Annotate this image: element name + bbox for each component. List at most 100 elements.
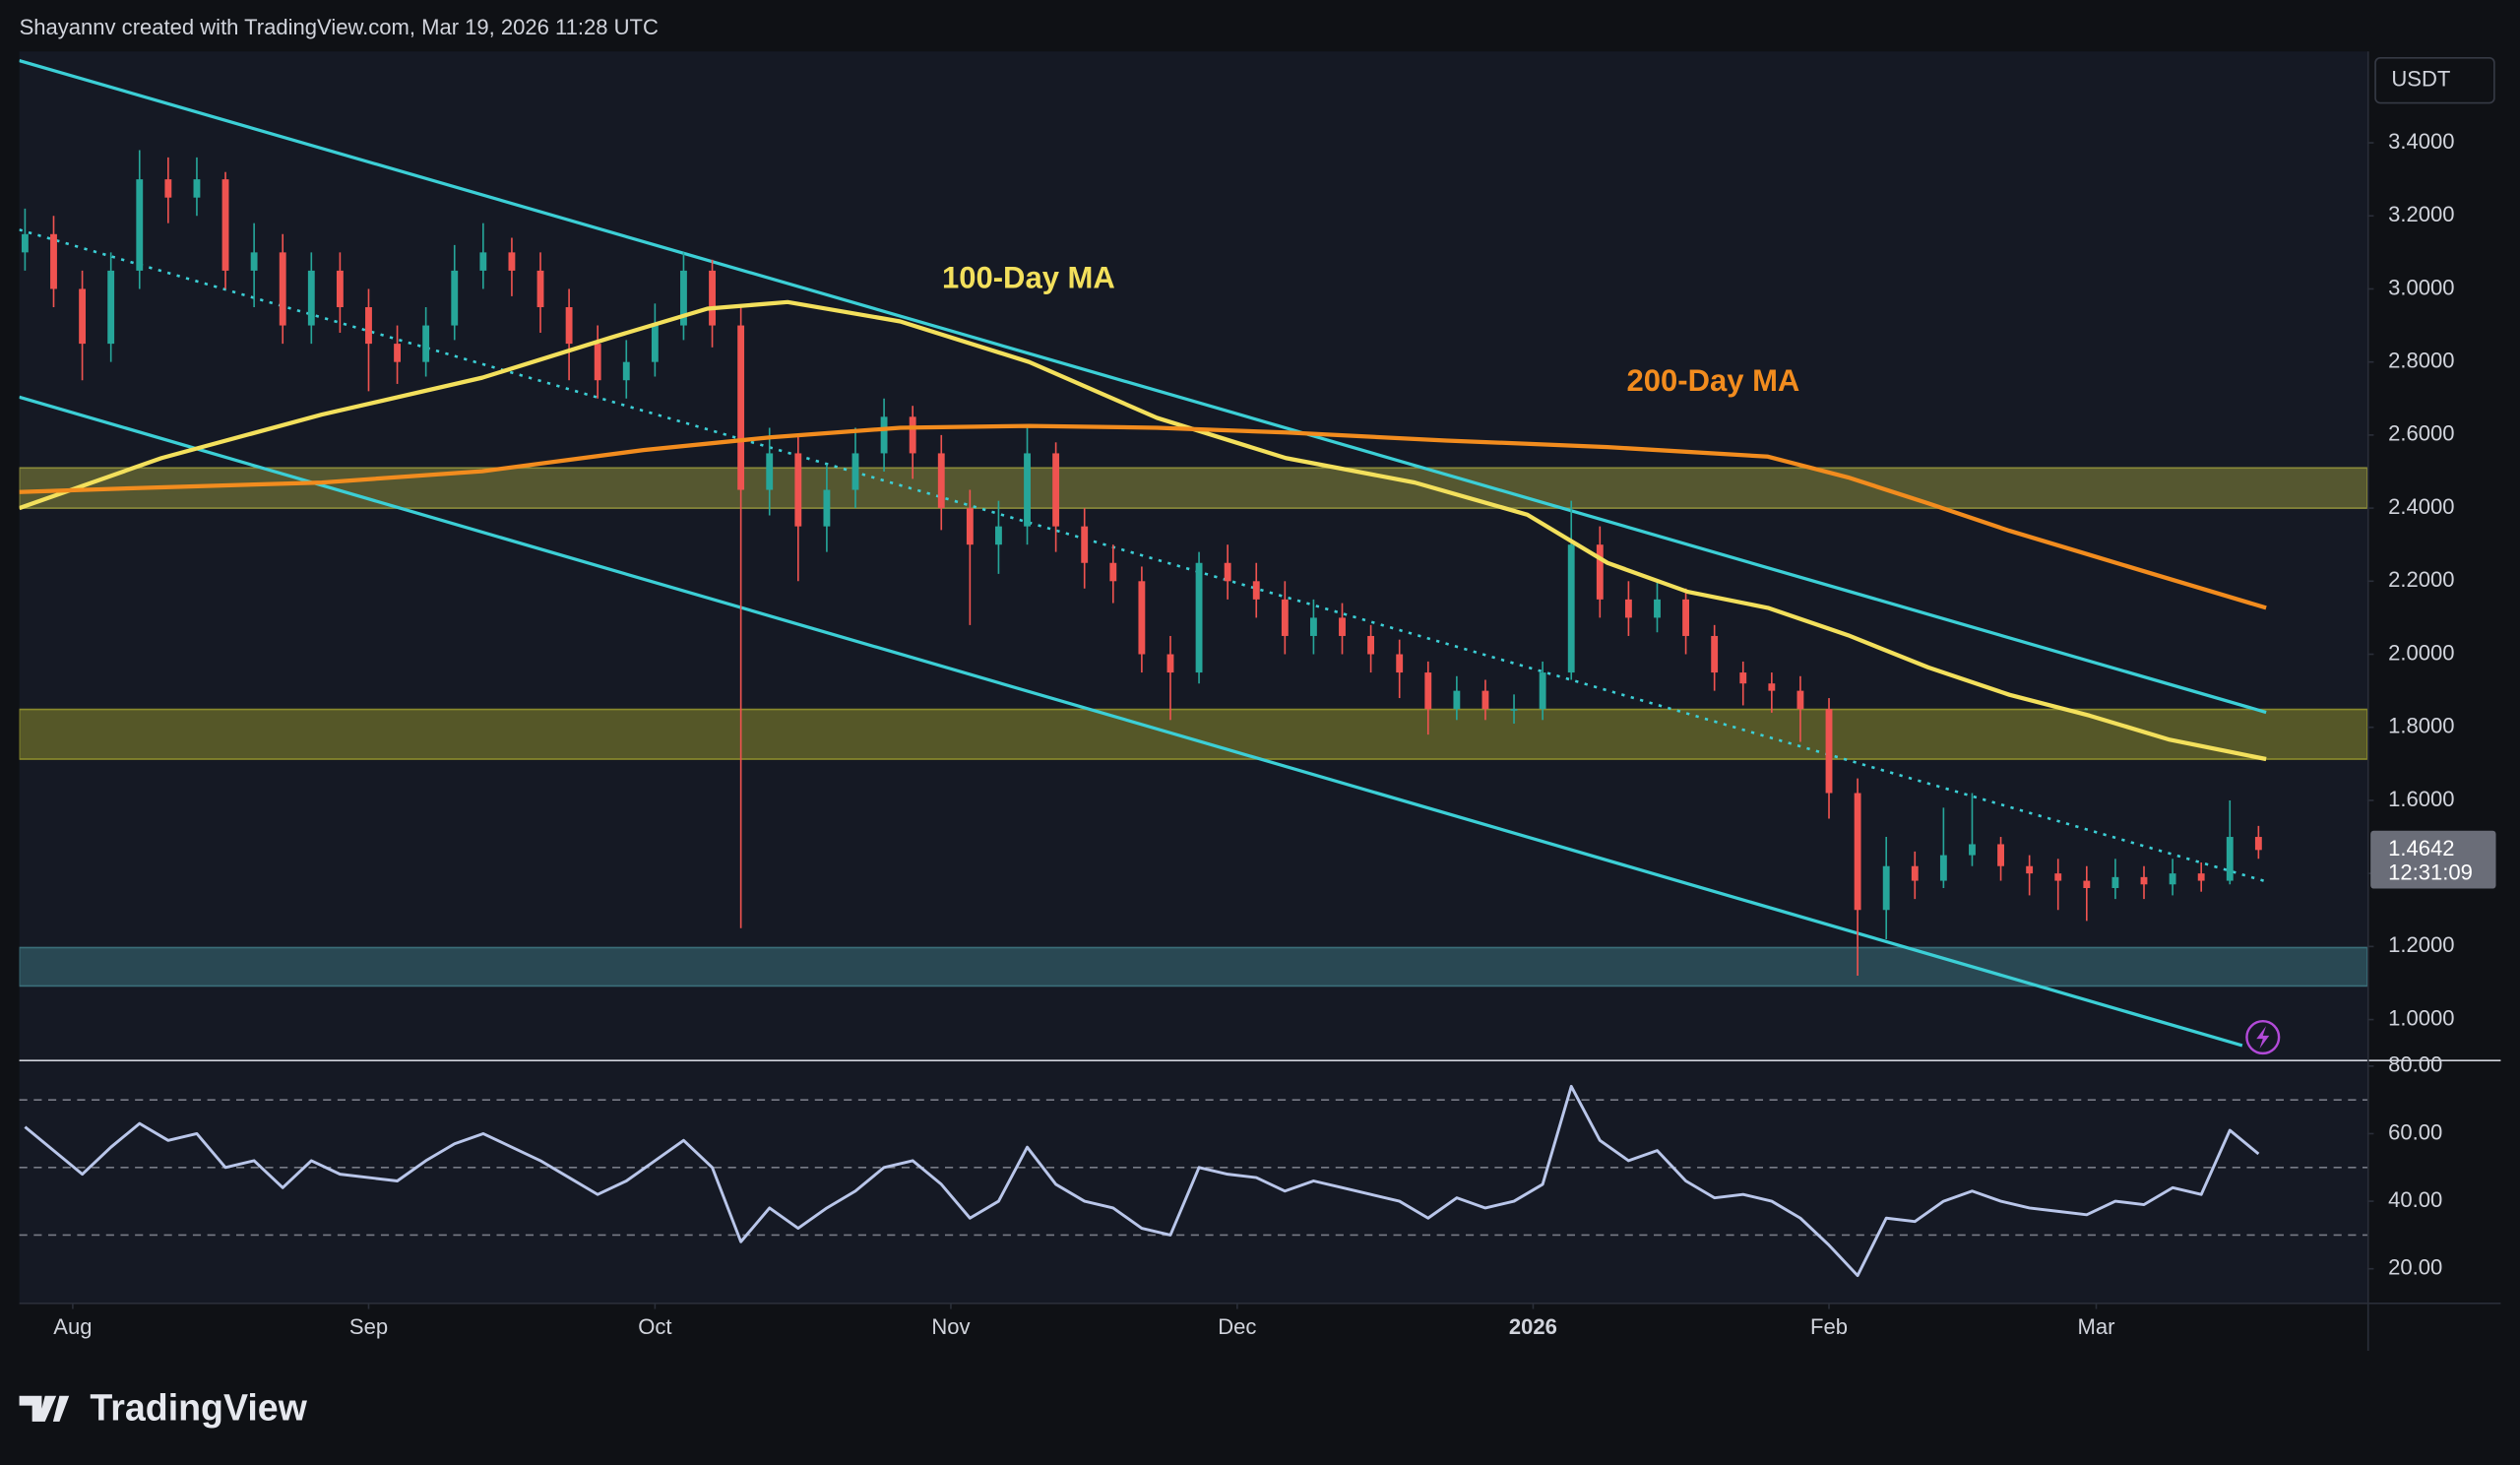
header-text: Shayannv created with TradingView.com, M… (20, 15, 659, 39)
plot-background (19, 51, 2367, 1304)
y-tick-label: 1.2000 (2388, 932, 2454, 957)
candle-body (2140, 876, 2148, 885)
alert-bolt (2256, 1026, 2270, 1049)
candle-body (1252, 581, 1260, 600)
trendline (19, 228, 2267, 883)
candle-body (1911, 865, 1919, 881)
candle-body (565, 307, 573, 345)
price-tag-value: 1.4642 (2388, 836, 2454, 860)
candle-body (737, 325, 745, 490)
candle-body (851, 453, 859, 490)
candle-body (594, 344, 601, 381)
candle-body (50, 233, 57, 289)
candle-body (966, 508, 974, 545)
ma-annotation: 200-Day MA (1627, 363, 1800, 398)
candle-body (1224, 562, 1231, 582)
currency-button[interactable] (2374, 56, 2495, 104)
candle-body (1539, 672, 1546, 710)
ma-annotation: 100-Day MA (942, 260, 1115, 294)
logo-icon (19, 1395, 70, 1422)
brand-logo (19, 1395, 70, 1422)
candle-body (2254, 837, 2262, 851)
candle-body (2226, 837, 2234, 881)
candle-body (1596, 544, 1604, 600)
x-tick-label: Aug (53, 1314, 92, 1339)
zone (19, 708, 2367, 760)
candle-body (1682, 599, 1690, 636)
candle-body (1081, 526, 1089, 563)
candle-body (2111, 876, 2119, 888)
candle-body (651, 325, 659, 362)
x-tick-label: Sep (349, 1314, 388, 1339)
candle-body (937, 453, 945, 509)
candle-body (1138, 581, 1146, 655)
candle-body (394, 344, 401, 362)
candle-body (422, 325, 430, 362)
price-tag-countdown: 12:31:09 (2388, 860, 2473, 885)
y-tick-label: 1.8000 (2388, 714, 2454, 738)
candle-body (365, 307, 372, 345)
moving-average (19, 423, 2267, 610)
candle-body (1825, 709, 1833, 794)
rsi-pane (24, 1084, 2260, 1278)
y-tick-label: 20.00 (2388, 1255, 2442, 1280)
candle-body (1768, 683, 1776, 691)
candle-body (508, 252, 516, 271)
candle-body (451, 270, 459, 326)
currency-label[interactable]: USDT (2391, 66, 2450, 91)
candle-body (1367, 635, 1375, 655)
x-tick-label: Oct (638, 1314, 671, 1339)
x-tick-label: Mar (2078, 1314, 2115, 1339)
x-tick-label: Nov (931, 1314, 970, 1339)
y-tick-label: 3.0000 (2388, 275, 2454, 299)
candle-body (1854, 793, 1861, 911)
candle-body (1166, 654, 1174, 673)
price-tag (2370, 830, 2496, 889)
candle-body (193, 179, 201, 198)
candle-body (1024, 453, 1031, 527)
y-tick-label: 1.0000 (2388, 1005, 2454, 1030)
candle-body (1510, 709, 1518, 711)
candle-body (536, 270, 544, 308)
candle-body (823, 489, 831, 527)
candle-body (622, 361, 630, 381)
candle-body (680, 270, 687, 326)
y-tick-label: 2.8000 (2388, 348, 2454, 372)
candle-body (1481, 690, 1489, 710)
x-tick-label: Dec (1218, 1314, 1256, 1339)
candle-body (909, 416, 916, 454)
candle-body (1339, 617, 1346, 636)
candle-body (1882, 865, 1890, 911)
y-tick-label: 2.4000 (2388, 494, 2454, 519)
candle-body (1424, 672, 1432, 710)
candle-body (1396, 654, 1404, 673)
brand-text: TradingView (90, 1386, 307, 1428)
x-tick-label: 2026 (1509, 1314, 1557, 1339)
trendline (19, 395, 2243, 1048)
candle-body (2026, 865, 2034, 874)
y-tick-label: 2.2000 (2388, 567, 2454, 592)
y-tick-label: 60.00 (2388, 1119, 2442, 1144)
y-tick-label: 1.6000 (2388, 787, 2454, 811)
moving-average (19, 299, 2267, 762)
candle-body (307, 270, 315, 326)
candle-body (2054, 873, 2062, 881)
candle-body (1453, 690, 1461, 710)
candle-body (336, 270, 344, 308)
candle-body (1796, 690, 1804, 710)
candle-body (1654, 599, 1661, 618)
y-tick-label: 2.6000 (2388, 421, 2454, 446)
candle-body (766, 453, 774, 490)
candle-body (250, 252, 258, 271)
candle-body (1109, 562, 1117, 582)
candle-body (1739, 672, 1747, 684)
candle-body (79, 288, 87, 345)
zone (19, 467, 2367, 509)
alert-icon[interactable] (2245, 1019, 2281, 1055)
candle-body (479, 252, 487, 271)
candle-body (1052, 453, 1060, 527)
candle-body (1567, 544, 1575, 673)
y-tick-label: 2.0000 (2388, 640, 2454, 665)
